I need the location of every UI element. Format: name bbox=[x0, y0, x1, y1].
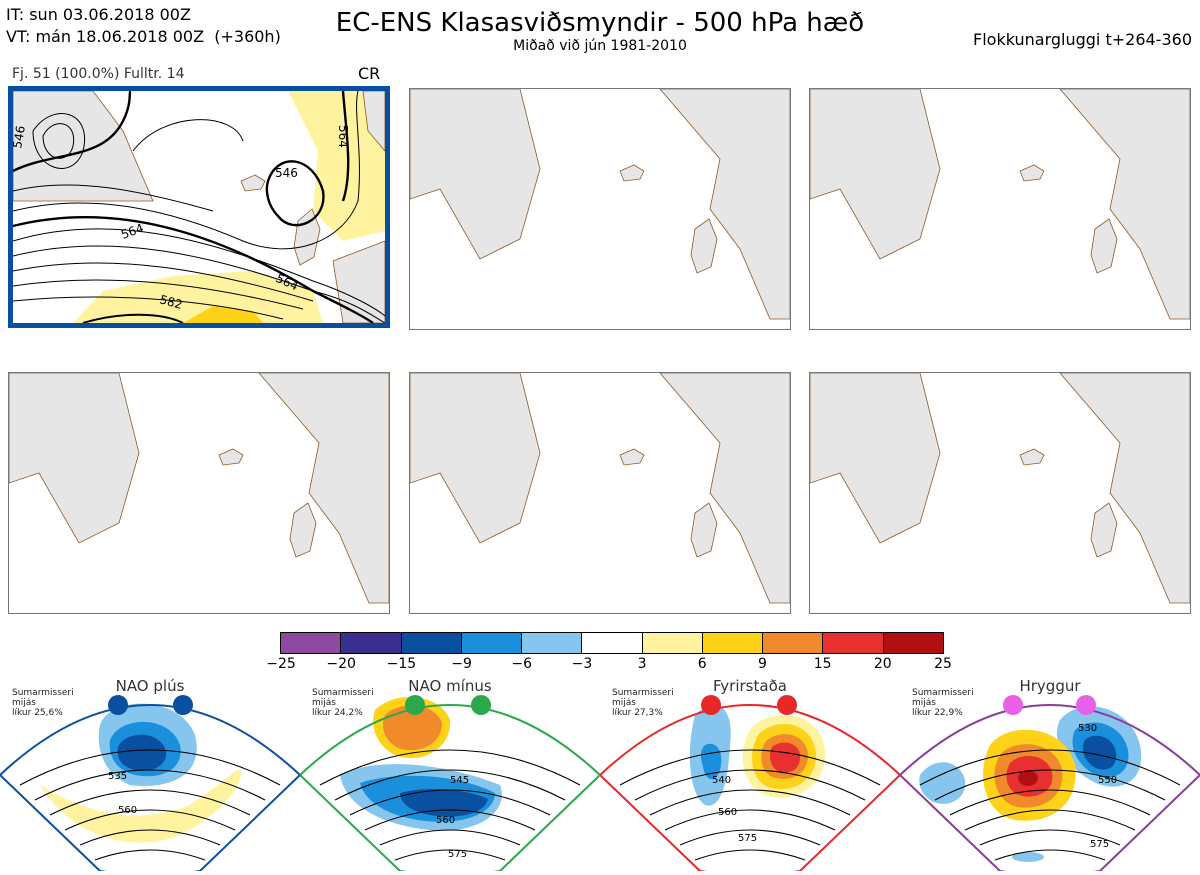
contour-label: 540 bbox=[712, 775, 731, 786]
empty-map bbox=[410, 89, 790, 320]
contour-label: 535 bbox=[108, 771, 127, 782]
colorbar-tick-label: 9 bbox=[757, 656, 767, 672]
regime-dot-icon bbox=[405, 695, 425, 715]
regime-note: Sumarmisseri mijás líkur 25,6% bbox=[12, 688, 74, 718]
colorbar-tick-label: 3 bbox=[637, 656, 647, 672]
contour-label: 560 bbox=[436, 815, 455, 826]
regime-code: CR bbox=[358, 64, 381, 83]
colorbar-tick-label: 6 bbox=[697, 656, 707, 672]
colorbar-tick-label: −3 bbox=[571, 656, 593, 672]
regime-nao-minus[interactable]: 545 560 575 NAO mínus Sumarmisseri mijás… bbox=[298, 675, 602, 875]
regime-ridge[interactable]: 530 550 575 Hryggur Sumarmisseri mijás l… bbox=[898, 675, 1200, 875]
contour-label: 564 bbox=[119, 221, 145, 242]
regime-dot-icon bbox=[777, 695, 797, 715]
regime-title: NAO mínus bbox=[408, 677, 492, 695]
regime-sector bbox=[600, 705, 900, 875]
empty-map bbox=[410, 373, 790, 604]
europe-landmass bbox=[332, 240, 385, 323]
map-panel-2[interactable] bbox=[409, 88, 791, 330]
regime-map: 540 560 575 bbox=[598, 695, 902, 875]
contour-label: 575 bbox=[448, 849, 467, 860]
anomaly-map: 546 546 564 564 582 564 bbox=[13, 91, 385, 323]
contour-label: 575 bbox=[1090, 839, 1109, 850]
scandinavia-landmass bbox=[362, 91, 385, 152]
positive-anomaly-area bbox=[73, 271, 323, 323]
colorbar-tick-label: 25 bbox=[934, 656, 952, 672]
valid-time: VT: mán 18.06.2018 00Z (+360h) bbox=[6, 27, 281, 46]
selected-panel-info: Fj. 51 (100.0%) Fulltr. 14 bbox=[12, 66, 185, 82]
regime-dot-icon bbox=[173, 695, 193, 715]
colorbar-tick-label: −25 bbox=[266, 656, 296, 672]
anomaly-colorbar bbox=[280, 632, 944, 654]
iceland-landmass bbox=[240, 174, 266, 192]
colorbar-tick-label: −15 bbox=[386, 656, 417, 672]
regime-title: NAO plús bbox=[115, 677, 185, 695]
map-panel-1[interactable]: 546 546 564 564 582 564 bbox=[8, 86, 390, 328]
contour-label: 575 bbox=[738, 833, 757, 844]
colorbar-tick-label: −6 bbox=[511, 656, 533, 672]
colorbar-swatch bbox=[702, 633, 764, 653]
colorbar-swatch bbox=[823, 633, 884, 653]
map-panel-3[interactable] bbox=[809, 88, 1191, 330]
init-time: IT: sun 03.06.2018 00Z bbox=[6, 5, 191, 24]
colorbar-swatch bbox=[341, 633, 402, 653]
contour-label: 560 bbox=[118, 805, 137, 816]
regime-blocking[interactable]: 540 560 575 Fyrirstaða Sumarmisseri mijá… bbox=[598, 675, 902, 875]
colorbar-swatch bbox=[461, 633, 523, 653]
regime-note: Sumarmisseri mijás líkur 24,2% bbox=[312, 688, 374, 718]
colorbar-swatch bbox=[582, 633, 643, 653]
colorbar-swatch bbox=[763, 633, 824, 653]
regime-dot-icon bbox=[701, 695, 721, 715]
regime-title: Hryggur bbox=[1019, 677, 1081, 695]
map-panel-4[interactable] bbox=[8, 372, 390, 614]
greenland-landmass bbox=[13, 91, 154, 202]
regime-title: Fyrirstaða bbox=[713, 677, 787, 695]
regime-map: 545 560 575 bbox=[298, 695, 602, 875]
empty-map bbox=[810, 373, 1190, 604]
colorbar-swatch bbox=[642, 633, 703, 653]
regime-dot-icon bbox=[471, 695, 491, 715]
regime-dot-icon bbox=[108, 695, 128, 715]
colorbar-swatch bbox=[883, 633, 943, 653]
regime-dot-icon bbox=[1076, 695, 1096, 715]
positive-anomaly-area bbox=[288, 91, 385, 241]
page-subtitle: Miðað við jún 1981-2010 bbox=[513, 38, 687, 54]
contour-label: 530 bbox=[1078, 723, 1097, 734]
contour-label: 546 bbox=[13, 125, 28, 150]
contour-label: 582 bbox=[158, 292, 184, 311]
contour-label: 550 bbox=[1098, 775, 1117, 786]
contour-label: 545 bbox=[450, 775, 469, 786]
contour-label: 560 bbox=[718, 807, 737, 818]
regime-map: 535 560 bbox=[0, 695, 302, 875]
britain-landmass bbox=[293, 208, 321, 266]
colorbar-swatch bbox=[281, 633, 342, 653]
page-title: EC-ENS Klasasviðsmyndir - 500 hPa hæð bbox=[335, 8, 865, 38]
colorbar-tick-label: −20 bbox=[326, 656, 356, 672]
colorbar-tick-label: −9 bbox=[451, 656, 472, 672]
contour-label: 546 bbox=[275, 166, 298, 180]
contour-label: 564 bbox=[336, 125, 350, 148]
header-times: IT: sun 03.06.2018 00Z VT: mán 18.06.201… bbox=[6, 4, 281, 48]
map-panel-5[interactable] bbox=[409, 372, 791, 614]
empty-map bbox=[810, 89, 1190, 320]
empty-map bbox=[9, 373, 389, 604]
colorbar-swatch bbox=[522, 633, 583, 653]
map-panel-6[interactable] bbox=[809, 372, 1191, 614]
regime-dot-icon bbox=[1003, 695, 1023, 715]
colorbar-swatch bbox=[401, 633, 462, 653]
colorbar-tick-label: 20 bbox=[873, 656, 892, 672]
colorbar-tick-label: 15 bbox=[813, 656, 832, 672]
regime-note: Sumarmisseri mijás líkur 22,9% bbox=[912, 688, 974, 718]
regime-map: 530 550 575 bbox=[898, 695, 1200, 875]
classification-window: Flokkunargluggi t+264-360 bbox=[973, 30, 1192, 49]
regime-nao-plus[interactable]: 535 560 NAO plús Sumarmisseri mijás líku… bbox=[0, 675, 302, 875]
regime-note: Sumarmisseri mijás líkur 27,3% bbox=[612, 688, 674, 718]
